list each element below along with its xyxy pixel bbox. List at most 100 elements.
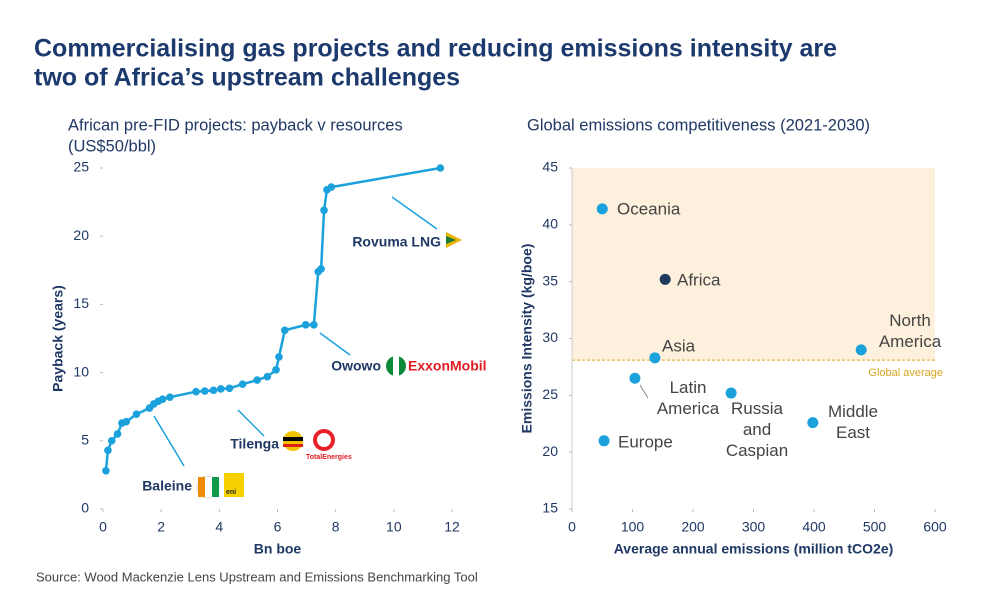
point — [301, 321, 310, 329]
y-tick-label: 25 — [73, 159, 89, 175]
label-line: Russia — [731, 399, 784, 418]
leader-line — [639, 384, 649, 399]
point — [310, 321, 318, 329]
logo-text: TotalEnergies — [306, 454, 352, 461]
point-label: Latin America — [657, 378, 720, 418]
point — [122, 417, 131, 426]
leader-line — [319, 332, 351, 356]
logo-shape — [224, 473, 244, 497]
source: Source: Wood Mackenzie Lens Upstream and… — [36, 569, 478, 584]
point-label: Europe — [618, 432, 673, 451]
point — [598, 435, 610, 447]
page-title: two of Africa’s upstream challenges — [34, 64, 460, 92]
annotation: Baleine — [142, 478, 192, 494]
point-label: North America — [879, 311, 942, 351]
x-tick-label: 300 — [742, 519, 766, 535]
label-line: and — [743, 420, 771, 439]
y-tick-label: 25 — [542, 386, 558, 402]
x-tick-label: 500 — [863, 519, 887, 535]
y-tick-label: 10 — [73, 363, 89, 379]
logo-text: ExxonMobil — [408, 358, 487, 374]
y-tick-label: 0 — [81, 500, 89, 516]
leader-line — [391, 196, 438, 230]
point — [649, 352, 661, 364]
flag — [212, 477, 219, 497]
x-tick-label: 0 — [99, 519, 107, 535]
label-line: America — [657, 399, 720, 418]
page-title: Commercialising gas projects and reducin… — [34, 35, 837, 63]
y-tick-label: 45 — [542, 159, 558, 175]
point — [807, 417, 819, 429]
x-tick-label: 400 — [802, 519, 826, 535]
point — [327, 183, 336, 191]
point — [238, 380, 247, 388]
reference-label: Global average — [868, 367, 943, 379]
y-axis-label: Payback (years) — [50, 285, 66, 392]
point-label: Africa — [677, 270, 721, 289]
x-tick-label: 100 — [621, 519, 645, 535]
chart-title: Global emissions competitiveness (2021-2… — [527, 116, 870, 134]
point — [320, 206, 328, 215]
logos — [196, 232, 462, 499]
point — [253, 376, 261, 384]
point — [317, 265, 325, 273]
x-axis-label: Bn boe — [254, 541, 302, 557]
point — [192, 387, 200, 396]
leader-line — [153, 415, 185, 467]
y-tick-label: 40 — [542, 216, 558, 232]
point — [272, 366, 280, 374]
annotation: Tilenga — [230, 436, 279, 452]
x-axis-label: Average annual emissions (million tCO2e) — [614, 541, 894, 557]
line — [104, 166, 441, 471]
point — [596, 203, 608, 215]
shaded-area — [572, 168, 935, 361]
point — [158, 395, 167, 403]
logo-shape — [313, 429, 335, 451]
x-tick-label: 8 — [332, 519, 340, 535]
point — [659, 273, 671, 285]
point-label: Oceania — [617, 199, 681, 218]
y-tick-label: 20 — [542, 443, 558, 459]
point-label: Middle East — [828, 402, 878, 442]
y-tick-label: 30 — [542, 329, 558, 345]
logo-text: eni — [226, 489, 236, 496]
flag — [198, 477, 205, 497]
x-tick-label: 600 — [923, 519, 947, 535]
flag — [393, 356, 399, 376]
y-tick-label: 5 — [81, 432, 89, 448]
point-label: Asia — [662, 336, 696, 355]
x-tick-label: 12 — [444, 519, 460, 535]
label-line: East — [836, 423, 870, 442]
point — [216, 385, 225, 393]
point — [436, 164, 445, 172]
point — [855, 344, 867, 356]
chart-title: (US$50/bbl) — [68, 137, 156, 155]
x-tick-label: 10 — [386, 519, 402, 535]
point — [263, 372, 272, 381]
y-axis-label: Emissions Intensity (kg/boe) — [519, 244, 535, 434]
x-tick-label: 200 — [681, 519, 705, 535]
flag — [283, 444, 303, 447]
annotation: Rovuma LNG — [352, 234, 441, 250]
chart-title: African pre-FID projects: payback v reso… — [68, 116, 403, 134]
y-tick-label: 15 — [73, 295, 89, 311]
logo-shape — [446, 236, 456, 244]
label-line: Middle — [828, 402, 878, 421]
y-tick-label: 15 — [542, 500, 558, 516]
point — [166, 393, 174, 401]
leader-line — [237, 409, 265, 437]
point — [107, 437, 116, 445]
x-tick-label: 6 — [274, 519, 282, 535]
point — [209, 386, 218, 395]
point — [225, 384, 234, 393]
point — [725, 387, 737, 399]
point — [132, 410, 141, 419]
flag — [283, 437, 303, 441]
point — [102, 467, 110, 475]
y-tick-label: 35 — [542, 272, 558, 288]
label-line: Latin — [670, 378, 707, 397]
point — [200, 387, 209, 395]
x-tick-label: 0 — [568, 519, 576, 535]
point — [280, 326, 289, 335]
